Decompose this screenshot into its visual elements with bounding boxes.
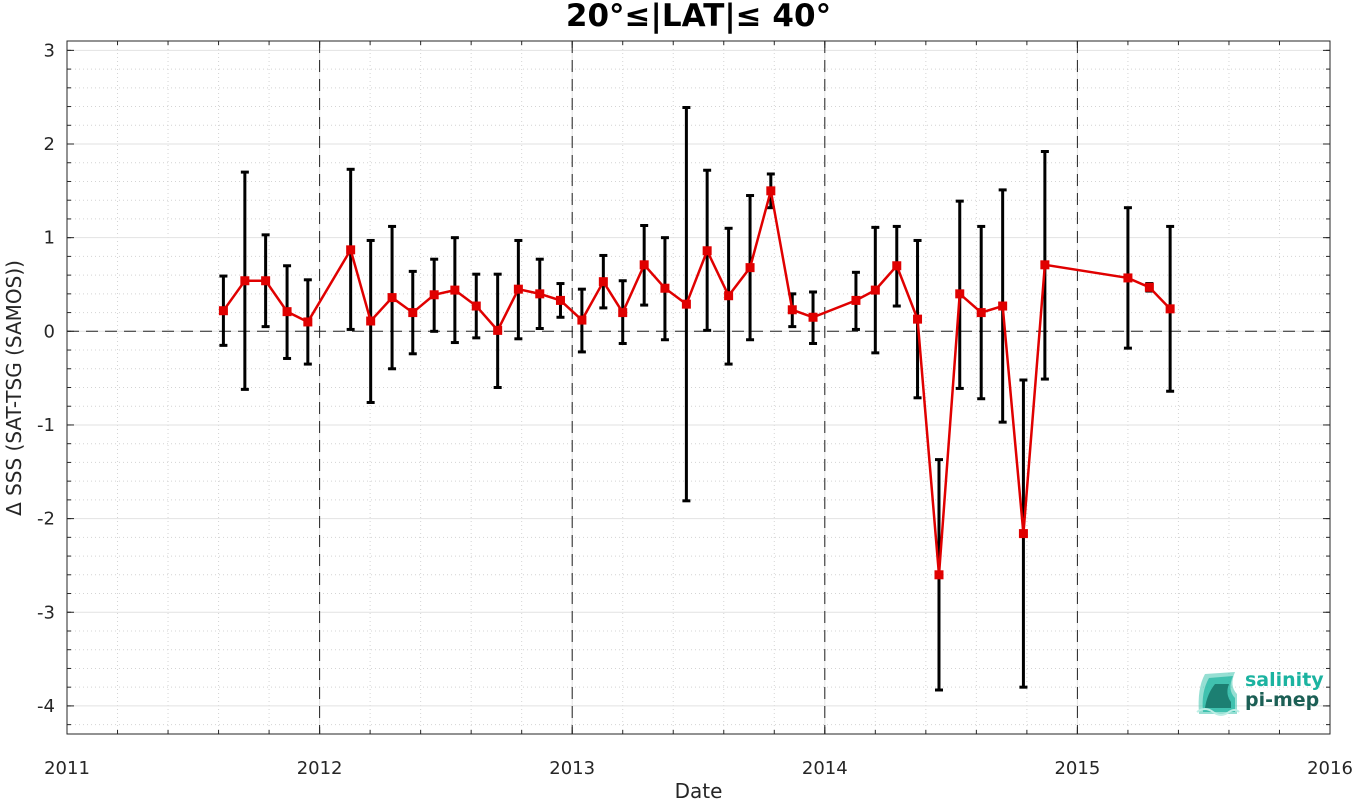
wave-logo-icon (1196, 672, 1240, 716)
y-tick-label: 2 (44, 134, 55, 155)
logo-text-pimep: pi-mep (1245, 689, 1320, 711)
data-point (598, 277, 608, 287)
data-point (1144, 282, 1154, 292)
y-axis-label: Δ SSS (SAT-TSG (SAMOS)) (2, 260, 26, 516)
y-tick-label: 1 (44, 228, 55, 249)
data-point (998, 301, 1008, 311)
x-tick-label: 2014 (802, 758, 848, 779)
y-tick-label: -4 (37, 696, 55, 717)
y-tick-label: -2 (37, 509, 55, 530)
data-point (240, 276, 250, 286)
tick-labels: -4 -3 -2 -1 0 1 2 3 2011 2012 2013 2014 2015 2016 (37, 40, 1353, 779)
data-point (724, 291, 734, 301)
plot-frame (66, 40, 1331, 735)
data-point (955, 289, 965, 299)
y-tick-label: 3 (44, 40, 55, 61)
logo-text-salinity: salinity (1245, 669, 1324, 691)
data-point (702, 246, 712, 256)
data-point (1165, 304, 1175, 314)
data-point (851, 295, 861, 305)
data-point (660, 283, 670, 293)
data-point (808, 312, 818, 322)
data-point (346, 245, 356, 255)
data-point (766, 186, 776, 196)
data-point (913, 314, 923, 324)
data-point (934, 570, 944, 580)
salinity-pimep-logo: salinity pi-mep (1195, 668, 1325, 718)
data-point (1123, 273, 1133, 283)
data-point (513, 284, 523, 294)
y-tick-label: -3 (37, 602, 55, 623)
x-tick-label: 2016 (1307, 758, 1353, 779)
data-point (618, 308, 628, 318)
series-line (222, 190, 1172, 575)
data-point (535, 289, 545, 299)
data-point (493, 325, 503, 335)
x-tick-label: 2013 (549, 758, 595, 779)
major-grid (66, 41, 1331, 734)
data-point (555, 295, 565, 305)
y-tick-label: -1 (37, 415, 55, 436)
data-point (892, 261, 902, 271)
data-point (218, 306, 228, 316)
data-point (303, 317, 313, 327)
axes (66, 40, 1331, 735)
minor-grid (67, 41, 1330, 734)
data-point (681, 299, 691, 309)
data-point (787, 305, 797, 315)
data-point (471, 301, 481, 311)
data-point (1040, 260, 1050, 270)
x-axis-label: Date (674, 779, 723, 803)
x-tick-label: 2012 (297, 758, 343, 779)
data-point (1018, 529, 1028, 539)
data-line (222, 190, 1172, 575)
data-point (450, 285, 460, 295)
data-point (577, 315, 587, 325)
data-point (429, 290, 439, 300)
data-point (387, 293, 397, 303)
data-point (870, 285, 880, 295)
data-point (366, 316, 376, 326)
series-markers (218, 186, 1175, 580)
data-point (261, 276, 271, 286)
x-tick-label: 2011 (44, 758, 90, 779)
y-tick-label: 0 (44, 321, 55, 342)
reference-lines (67, 41, 1330, 734)
data-point (408, 308, 418, 318)
chart-title: 20°≤|LAT|≤ 40° (565, 0, 832, 34)
error-bars (219, 105, 1175, 692)
data-point (639, 260, 649, 270)
x-tick-label: 2015 (1054, 758, 1100, 779)
data-point (745, 263, 755, 273)
data-point (282, 307, 292, 317)
data-point (976, 308, 986, 318)
